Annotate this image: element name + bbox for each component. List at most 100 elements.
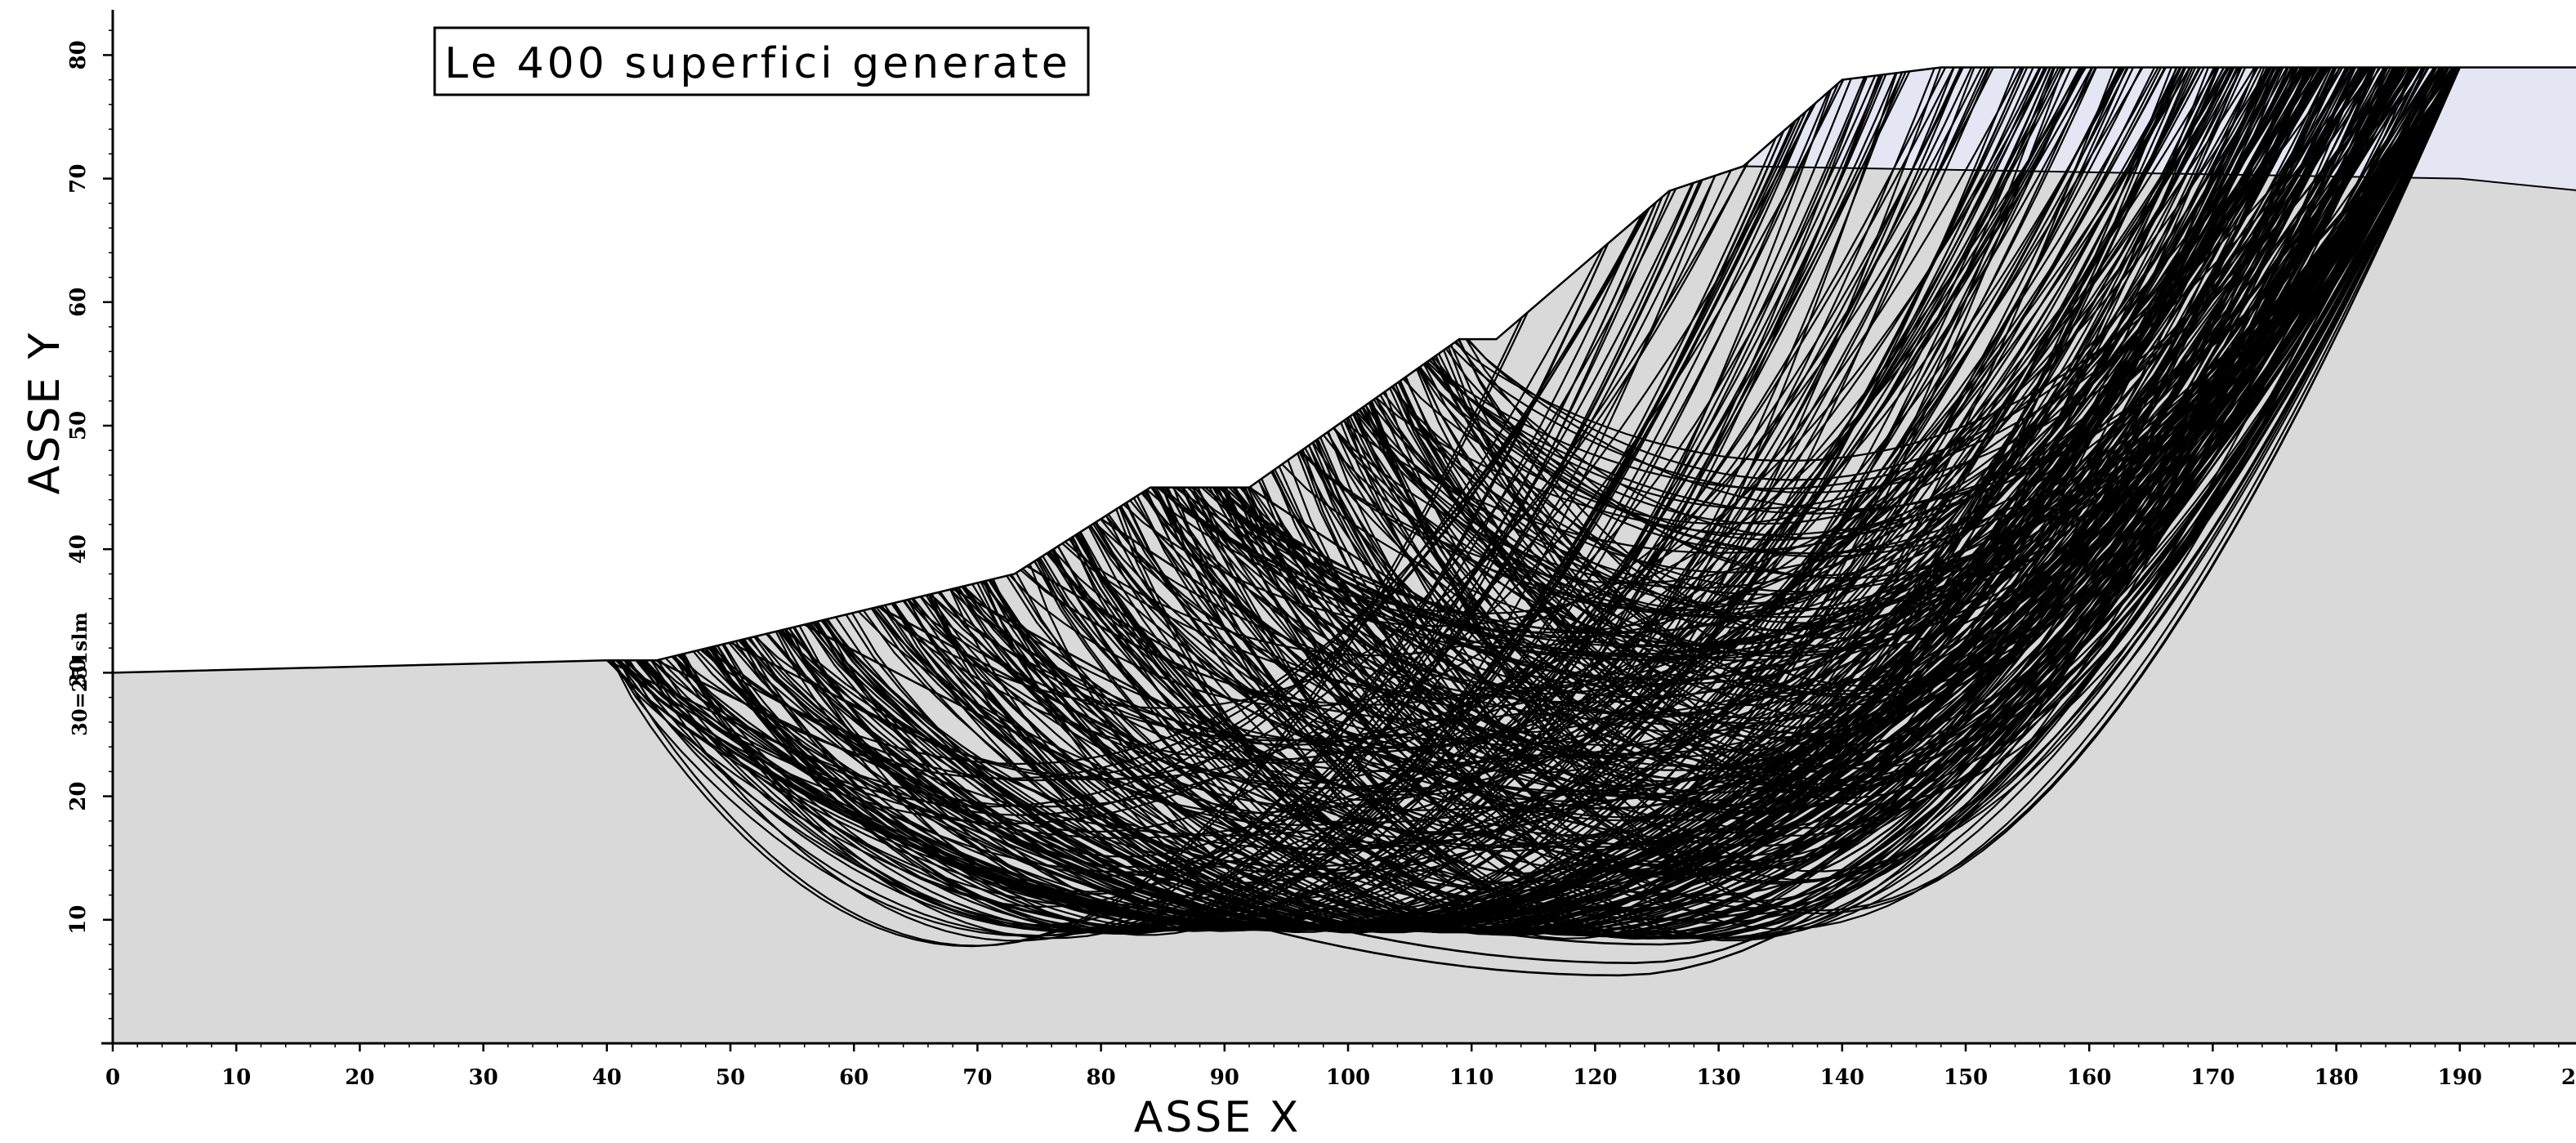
slip-surface [1453, 66, 2369, 462]
slip-surface [1217, 67, 2436, 940]
slip-surface [858, 66, 2277, 824]
slip-surface [928, 72, 1903, 934]
y-tick-label: 60 [66, 288, 91, 317]
x-tick-label: 80 [1087, 1065, 1116, 1090]
slip-surface [784, 180, 1701, 858]
x-tick-label: 30 [469, 1065, 498, 1090]
slip-surface [636, 67, 1947, 909]
y-axis-title: ASSE Y [20, 331, 69, 495]
x-tick-label: 130 [1696, 1065, 1740, 1090]
slip-surface [1212, 66, 2461, 685]
slip-surface-envelope [1174, 66, 2337, 773]
slip-surface [740, 66, 2081, 884]
slip-surface [793, 67, 1987, 931]
slip-surface [1105, 66, 2369, 759]
slip-surface-envelope [1026, 66, 2375, 847]
slip-surface [1132, 67, 2178, 775]
x-tick-label: 40 [592, 1065, 622, 1090]
title-box: Le 400 superfici generate [433, 26, 1090, 96]
slip-surface [717, 105, 1814, 933]
slip-surface [1349, 66, 2461, 794]
slip-surface [1368, 67, 2435, 882]
x-tick-label: 50 [716, 1065, 745, 1090]
slip-surface [1257, 67, 2172, 846]
y-tick-label: 30 [66, 658, 91, 687]
slip-surface [1141, 67, 2046, 708]
slip-surface [1225, 67, 2443, 924]
y-tick-label: 10 [66, 905, 91, 935]
slip-surface [1034, 67, 2134, 836]
x-tick-label: 70 [962, 1065, 992, 1090]
slip-surface [1177, 67, 2096, 650]
slip-surface [1300, 67, 2363, 940]
slip-surface [1038, 68, 1935, 801]
x-tick-label: 180 [2314, 1065, 2358, 1090]
slip-surface [713, 67, 1973, 931]
slip-surface [835, 66, 2202, 932]
slip-surface [703, 66, 2066, 931]
ground-profile [112, 66, 2576, 674]
slip-surface [982, 66, 2392, 892]
x-tick-labels: 0 10 20 30 40 50 60 70 80 90 100 110 120 130 140 150 160… [105, 1043, 2576, 1090]
slip-surface [749, 67, 1962, 914]
slip-surface-envelope [1100, 66, 2350, 810]
y-tick-label: 20 [66, 782, 91, 811]
slip-surface [692, 247, 1604, 816]
slip-surface-envelope [804, 66, 2412, 922]
slip-surface-envelope [952, 66, 2387, 872]
x-axis-title: ASSE X [1134, 1093, 1301, 1142]
x-tick-label: 0 [105, 1065, 120, 1090]
x-tick-label: 60 [839, 1065, 868, 1090]
slip-surface [664, 66, 2396, 931]
slip-surface [949, 66, 2126, 753]
slip-surface [1342, 66, 2398, 554]
slip-surface [1161, 67, 2177, 940]
slip-surface [1353, 67, 2347, 725]
slip-surface [955, 66, 2159, 773]
slip-surface [1346, 67, 2266, 840]
x-tick-label: 20 [345, 1065, 374, 1090]
slip-surface-envelope [1248, 66, 2313, 736]
slip-surface [743, 91, 1830, 933]
slip-surface [881, 67, 2121, 879]
slip-surface [906, 66, 2087, 789]
slip-surface [1422, 66, 2461, 695]
slip-surface [911, 66, 2342, 933]
slip-surface [1120, 67, 2293, 837]
y-tick-labels: 10 20 30 40 50 60 70 80 [66, 29, 113, 1044]
slip-surface [1181, 67, 2281, 810]
y-tick-label: 70 [66, 164, 91, 194]
slip-surface [623, 170, 1732, 937]
chart-title: Le 400 superfici generate [444, 39, 1071, 88]
slip-surface [743, 66, 2311, 931]
slip-surface [1270, 67, 2290, 783]
slip-surface [1069, 67, 2191, 936]
slip-surface [777, 76, 1866, 921]
title-frame [433, 26, 1090, 96]
x-tick-label: 190 [2438, 1065, 2482, 1090]
slip-surface-envelope [606, 66, 2449, 977]
slip-surface [1095, 67, 2380, 938]
slip-surface [1094, 67, 1963, 750]
slip-surface [779, 66, 2201, 931]
slip-surface [1395, 67, 2461, 792]
slip-surface [1315, 67, 2461, 931]
slip-surface [1191, 66, 2311, 747]
slip-surface [708, 71, 1904, 931]
slip-surface [1172, 66, 2166, 690]
slip-surface [1327, 67, 2219, 726]
slip-surface [870, 66, 2243, 932]
reference-level-label: 30=251slm [68, 612, 92, 736]
slip-surface-envelope [877, 66, 2400, 896]
slip-surface [980, 74, 1881, 856]
slip-surfaces [606, 66, 2461, 977]
x-tick-label: 10 [221, 1065, 251, 1090]
x-tick-label: 90 [1210, 1065, 1239, 1090]
y-tick-label: 50 [66, 411, 91, 440]
slip-surface [1234, 67, 2257, 911]
slip-surface [826, 66, 2225, 932]
slip-surface [659, 66, 2453, 930]
slip-surface [1429, 66, 2306, 510]
layer-boundary-line [1743, 165, 2576, 194]
x-tick-label: 150 [1944, 1065, 1988, 1090]
